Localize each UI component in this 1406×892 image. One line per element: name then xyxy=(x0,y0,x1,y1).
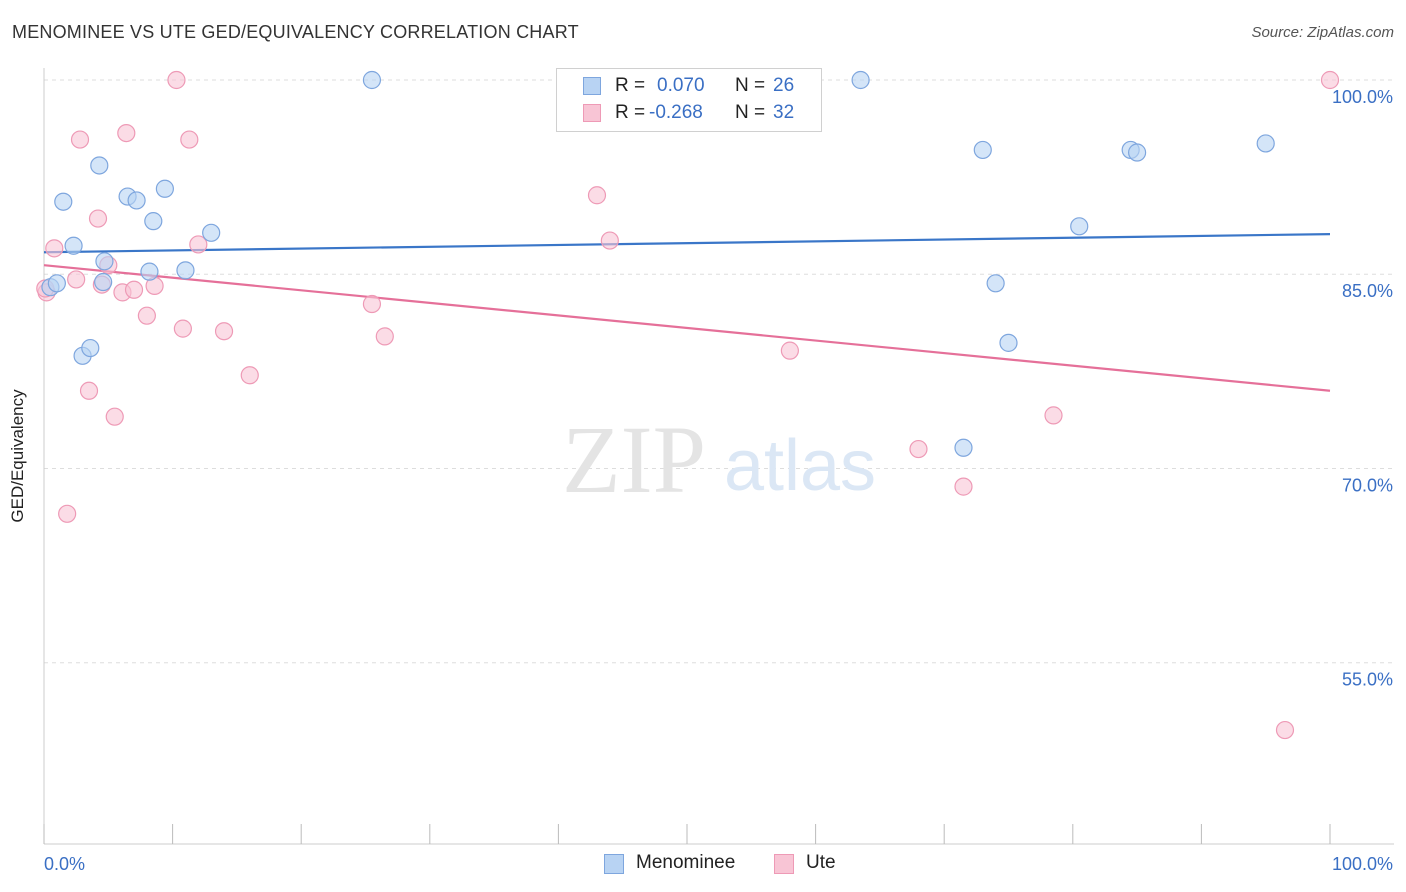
trend-line-menominee xyxy=(43,232,1331,254)
point-menominee xyxy=(140,262,159,281)
point-menominee xyxy=(362,70,382,90)
watermark-atlas: atlas xyxy=(724,426,876,506)
legend-swatch-ute xyxy=(583,104,601,122)
point-menominee xyxy=(94,272,113,292)
point-ute xyxy=(105,407,124,426)
legend-r-value: -0.268 xyxy=(649,102,703,123)
legend-n-value: 32 xyxy=(773,102,795,123)
point-ute xyxy=(1320,70,1340,90)
legend-n-label: N = xyxy=(735,75,766,96)
point-ute xyxy=(909,439,928,459)
watermark-zip: ZIP xyxy=(562,406,706,513)
point-ute xyxy=(117,123,136,143)
point-ute xyxy=(780,341,799,360)
point-ute xyxy=(189,235,208,254)
point-ute xyxy=(362,294,382,314)
trend-line-ute xyxy=(43,264,1331,392)
y-axis-label: GED/Equivalency xyxy=(8,389,27,523)
y-tick-label: 85.0% xyxy=(1342,281,1393,301)
point-ute xyxy=(1275,720,1295,740)
point-menominee xyxy=(954,438,973,457)
point-ute xyxy=(240,366,259,385)
trend-lines xyxy=(43,232,1331,392)
point-menominee xyxy=(202,223,221,242)
point-ute xyxy=(45,239,64,258)
point-menominee xyxy=(1127,143,1147,162)
point-ute xyxy=(137,306,156,325)
point-ute xyxy=(88,209,108,228)
data-points xyxy=(36,70,1340,740)
point-ute xyxy=(214,322,234,341)
axes xyxy=(43,68,1394,845)
legend-r-label: R = xyxy=(615,75,646,96)
point-menominee xyxy=(127,191,146,210)
y-tick-label: 70.0% xyxy=(1342,475,1393,495)
legend-r-value: 0.070 xyxy=(657,75,705,96)
point-menominee xyxy=(155,179,174,198)
legend-swatch-menominee xyxy=(583,77,601,95)
point-ute xyxy=(58,504,77,523)
point-menominee xyxy=(176,261,195,280)
bottom-legend-label-ute: Ute xyxy=(806,852,836,873)
point-ute xyxy=(173,319,192,338)
bottom-legend-label-menominee: Menominee xyxy=(636,852,736,873)
point-menominee xyxy=(999,333,1018,352)
bottom-legend-swatch-menominee xyxy=(604,854,624,874)
y-tick-label: 55.0% xyxy=(1342,670,1393,690)
point-ute xyxy=(70,130,90,149)
point-ute xyxy=(124,280,144,299)
bottom-legend-swatch-ute xyxy=(774,854,794,874)
point-ute xyxy=(587,186,607,205)
source-label: Source: ZipAtlas.com xyxy=(1251,24,1394,41)
tick-labels: 100.0% 85.0% 70.0% 55.0% 0.0% 100.0% xyxy=(44,87,1393,874)
point-ute xyxy=(954,477,973,496)
point-ute xyxy=(180,130,199,149)
legend-r-label: R = xyxy=(615,102,646,123)
watermark: ZIP atlas xyxy=(562,406,876,513)
point-menominee xyxy=(1070,217,1089,236)
chart-title: MENOMINEE VS UTE GED/EQUIVALENCY CORRELA… xyxy=(12,22,579,42)
stats-legend: R = 0.070 N = 26 R = -0.268 N = 32 xyxy=(556,68,822,132)
point-menominee xyxy=(90,156,109,175)
point-menominee xyxy=(54,192,73,211)
point-ute xyxy=(1044,406,1063,425)
point-menominee xyxy=(851,70,870,90)
x-tick-label: 100.0% xyxy=(1332,854,1393,874)
point-ute xyxy=(600,231,619,250)
legend-n-label: N = xyxy=(735,102,766,123)
point-menominee xyxy=(144,212,163,231)
point-menominee xyxy=(986,274,1005,293)
point-menominee xyxy=(95,252,114,271)
point-ute xyxy=(375,327,394,346)
point-menominee xyxy=(973,140,992,160)
point-ute xyxy=(67,270,86,289)
point-menominee xyxy=(64,236,83,255)
x-tick-label: 0.0% xyxy=(44,854,85,874)
point-menominee xyxy=(1256,134,1275,153)
legend-n-value: 26 xyxy=(773,75,795,96)
point-menominee xyxy=(47,274,66,293)
point-ute xyxy=(79,381,99,400)
y-tick-label: 100.0% xyxy=(1332,87,1393,107)
point-ute xyxy=(167,70,186,90)
point-menominee xyxy=(81,338,100,358)
